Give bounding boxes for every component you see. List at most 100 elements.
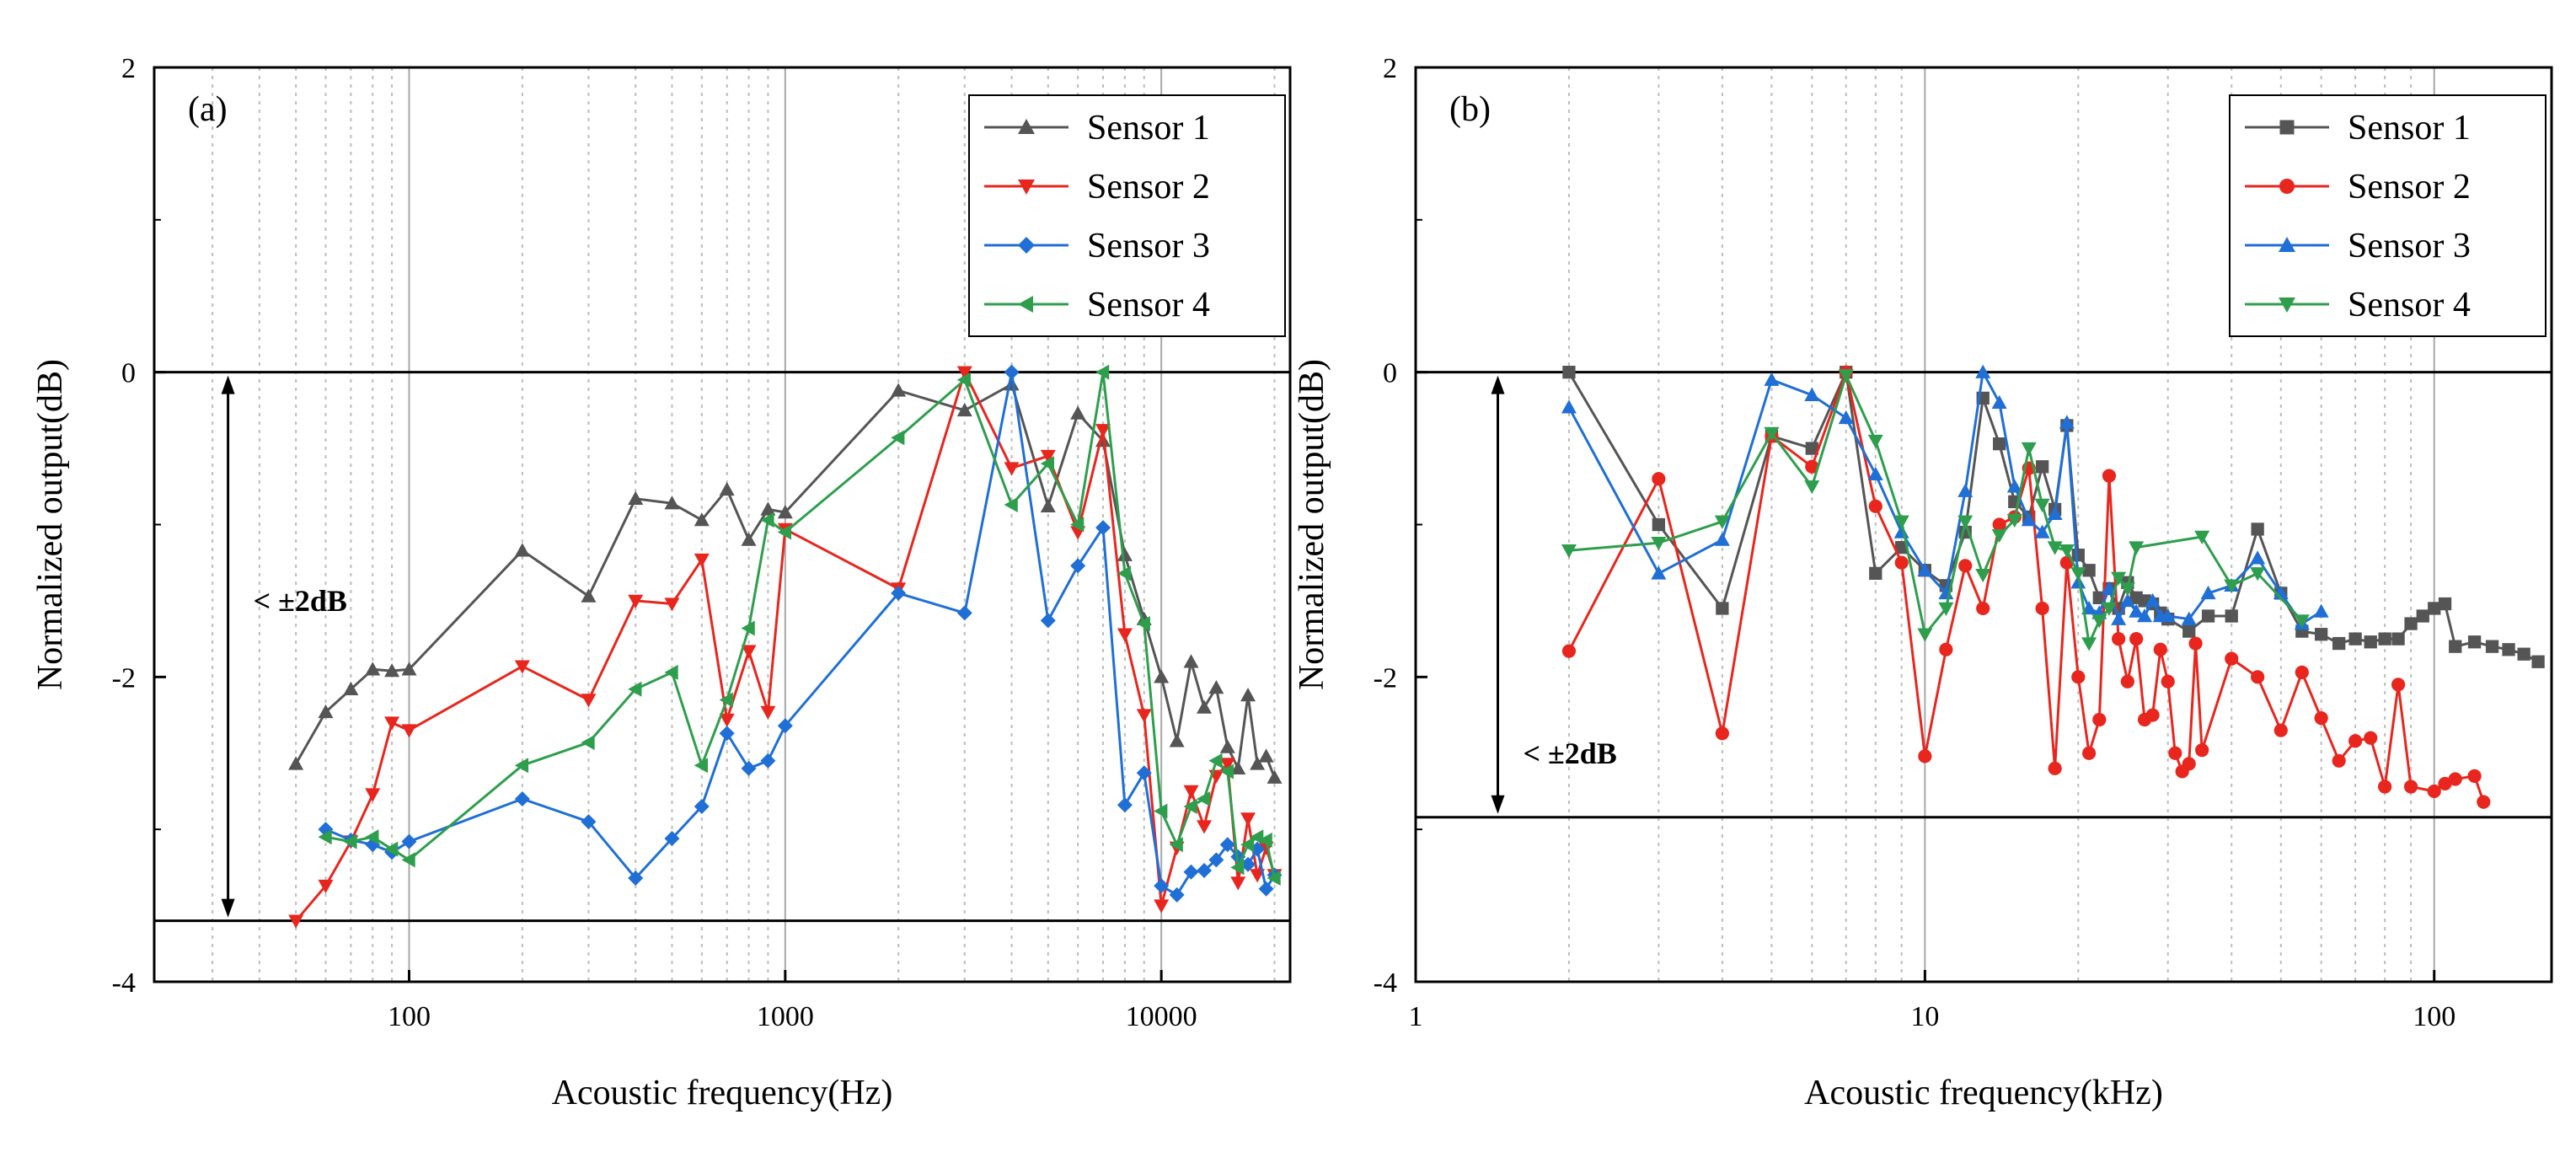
data-point (1136, 709, 1152, 723)
range-annotation: < ±2dB (1524, 737, 1617, 770)
data-point (514, 543, 530, 557)
data-point (1070, 558, 1086, 574)
data-point (2225, 651, 2239, 666)
data-point (719, 713, 735, 727)
legend-swatch-marker (1018, 237, 1035, 254)
data-point (2071, 549, 2085, 562)
data-point (1991, 394, 2007, 410)
data-point (2161, 674, 2175, 689)
data-point (2168, 746, 2182, 760)
y-tick-label: -2 (1374, 662, 1397, 694)
data-point (384, 716, 400, 731)
data-point (1070, 405, 1086, 420)
data-point (2314, 628, 2328, 641)
data-point (777, 524, 792, 540)
data-point (628, 871, 644, 887)
y-axis-label: Normalized output(dB) (1293, 359, 1331, 690)
data-point (1230, 860, 1245, 876)
data-point (1975, 568, 1991, 583)
legend-label: Sensor 2 (1087, 168, 1210, 206)
data-point (2188, 636, 2203, 651)
data-point (1258, 832, 1272, 848)
data-point (1652, 472, 1666, 486)
data-point (318, 704, 334, 719)
data-point (1958, 559, 1973, 573)
data-point (2145, 592, 2161, 608)
data-point (1652, 517, 1666, 532)
data-point (1957, 515, 1974, 529)
data-point (1651, 537, 1667, 551)
data-point (2119, 582, 2135, 597)
series-2 (1561, 365, 2491, 809)
data-point (777, 505, 793, 519)
data-point (1976, 601, 1990, 616)
x-axis-label: Acoustic frequency(kHz) (1804, 1074, 2163, 1112)
data-point (694, 758, 709, 774)
data-point (2006, 513, 2022, 528)
data-point (401, 833, 417, 849)
data-point (1716, 602, 1729, 615)
data-point (2120, 674, 2134, 689)
legend-label: Sensor 4 (2348, 286, 2471, 324)
data-point (1250, 756, 1266, 770)
legend-swatch-marker (2279, 120, 2295, 135)
data-point (741, 645, 757, 659)
series-line (1567, 371, 2322, 625)
data-point (2294, 614, 2310, 629)
data-point (2348, 734, 2363, 748)
data-point (1208, 753, 1223, 769)
series-line (294, 383, 1276, 779)
series-line (325, 371, 1276, 879)
data-point (1208, 679, 1224, 694)
series-3 (318, 364, 1283, 903)
range-arrow-head-bottom (1491, 795, 1505, 814)
data-point (1169, 733, 1185, 747)
legend-label: Sensor 3 (2348, 227, 2471, 265)
data-point (1918, 749, 1932, 764)
data-point (1117, 547, 1133, 561)
data-point (581, 735, 595, 751)
data-point (2091, 614, 2107, 629)
range-arrow-head-top (1491, 375, 1505, 394)
data-point (719, 692, 733, 708)
data-point (2364, 635, 2377, 649)
data-point (2438, 776, 2452, 791)
data-point (2137, 608, 2153, 623)
data-point (2250, 567, 2266, 581)
data-point (401, 852, 415, 868)
data-point (1938, 602, 1954, 616)
data-point (2467, 635, 2482, 649)
panel-label: (b) (1449, 90, 1491, 129)
legend-swatch-marker (2279, 297, 2295, 313)
data-point (694, 553, 710, 568)
data-point (2021, 512, 2037, 527)
data-point (694, 799, 710, 815)
legend-label: Sensor 1 (1087, 109, 1210, 147)
data-point (1562, 366, 1576, 379)
data-point (694, 512, 710, 527)
data-point (384, 663, 400, 678)
data-point (1240, 688, 1256, 702)
data-point (2378, 780, 2392, 794)
data-point (318, 879, 334, 894)
data-point (514, 791, 530, 806)
legend-swatch-marker (1018, 119, 1035, 134)
data-point (741, 620, 755, 636)
data-point (2295, 665, 2309, 680)
data-point (2081, 746, 2097, 760)
data-point (1117, 797, 1133, 813)
data-point (401, 724, 417, 738)
data-point (2194, 530, 2210, 544)
data-point (2047, 506, 2063, 521)
data-point (2006, 479, 2022, 493)
panel-label: (a) (188, 90, 228, 129)
y-tick-label: 2 (121, 53, 136, 84)
panel-b-chart: -4 -2 0 2 1 10 100 Acoustic frequency(kHz) Norma… (1293, 53, 2553, 1112)
data-point (1764, 426, 1780, 441)
legend-swatch-marker (1018, 296, 1033, 313)
series-4 (318, 364, 1281, 887)
data-point (1183, 799, 1197, 815)
data-point (2251, 522, 2264, 536)
data-point (2378, 632, 2391, 646)
data-point (956, 402, 972, 417)
